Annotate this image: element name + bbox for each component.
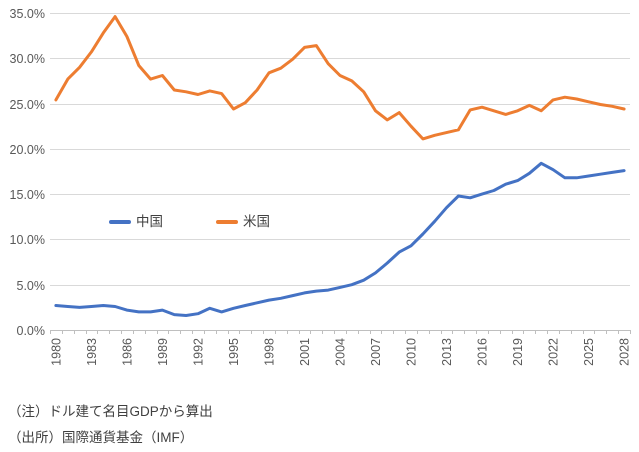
x-tick-label: 2016 bbox=[476, 338, 490, 366]
y-tick-label: 25.0% bbox=[10, 98, 45, 112]
x-tick-label: 1989 bbox=[156, 338, 170, 366]
note-calculation: （注）ドル建て名目GDPから算出 bbox=[8, 404, 213, 419]
legend-item-usa: 米国 bbox=[216, 215, 270, 229]
x-tick-label: 1986 bbox=[120, 338, 134, 366]
note-source-imf: （出所）国際通貨基金（IMF） bbox=[8, 430, 194, 445]
x-tick-label: 2010 bbox=[405, 338, 419, 366]
x-tick-label: 2022 bbox=[547, 338, 561, 366]
series-line-usa bbox=[54, 15, 626, 141]
legend-swatch-china-line bbox=[109, 220, 131, 224]
line-chart-canvas: 0.0% 5.0% 10.0% 15.0% 20.0% 25.0% 30.0% 35.0% 19… bbox=[10, 7, 632, 366]
x-tick-label: 2028 bbox=[618, 338, 632, 366]
x-tick-label: 1980 bbox=[49, 338, 63, 366]
legend-swatch-usa-line bbox=[216, 220, 238, 224]
chart-legend: 中国 米国 bbox=[109, 213, 270, 231]
x-tick-label: 1983 bbox=[85, 338, 99, 366]
x-tick-label: 1995 bbox=[227, 338, 241, 366]
chart-footnotes: （注）ドル建て名目GDPから算出 （出所）国際通貨基金（IMF） bbox=[8, 399, 213, 451]
x-tick-label: 1992 bbox=[191, 338, 205, 366]
x-tick-label: 2004 bbox=[334, 338, 348, 366]
x-tick-label: 1998 bbox=[262, 338, 276, 366]
y-tick-label: 0.0% bbox=[17, 324, 46, 338]
x-tick-label: 2019 bbox=[511, 338, 525, 366]
legend-label-china: 中国 bbox=[136, 214, 163, 230]
x-tick-label: 2013 bbox=[440, 338, 454, 366]
y-tick-label: 30.0% bbox=[10, 52, 45, 66]
legend-label-usa: 米国 bbox=[243, 214, 270, 230]
y-tick-label: 20.0% bbox=[10, 143, 45, 157]
series-line-china bbox=[54, 161, 626, 317]
y-tick-label: 10.0% bbox=[10, 233, 45, 247]
y-tick-label: 15.0% bbox=[10, 188, 45, 202]
legend-item-china: 中国 bbox=[109, 215, 163, 229]
x-tick-label: 2007 bbox=[369, 338, 383, 366]
y-tick-label: 35.0% bbox=[10, 7, 45, 21]
y-tick-label: 5.0% bbox=[17, 279, 46, 293]
x-tick-label: 2001 bbox=[298, 338, 312, 366]
x-tick-label: 2025 bbox=[582, 338, 596, 366]
